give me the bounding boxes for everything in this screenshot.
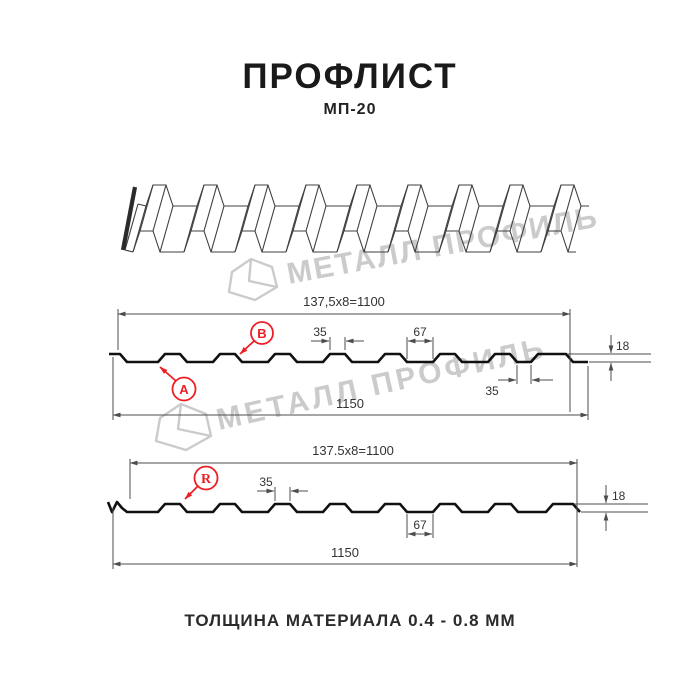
material-thickness-note: ТОЛЩИНА МАТЕРИАЛА 0.4 - 0.8 ММ [184, 611, 516, 630]
section-a-view: 137,5x8=1100 35 67 [109, 294, 651, 420]
valley-label: 67 [413, 325, 427, 339]
profile-3d-view [120, 184, 589, 253]
marker-b: B [239, 321, 274, 355]
marker-a-label: A [179, 382, 189, 397]
dim-total-width-a: 1150 [112, 357, 589, 420]
brand-logo-outline [154, 402, 213, 452]
page-title: ПРОФЛИСТ [242, 57, 458, 96]
height-label: 18 [616, 339, 630, 353]
marker-r: R [184, 465, 219, 500]
pitch-label: 137.5x8=1100 [312, 443, 394, 458]
sheet-cut-edge [120, 186, 138, 251]
dim-pitch-r: 137.5x8=1100 [129, 443, 578, 567]
marker-a: A [159, 366, 197, 402]
dim-height-r: 18 [574, 485, 648, 531]
total-width-label: 1150 [336, 396, 364, 411]
dim-rib-top-r: 35 [257, 475, 308, 501]
total-width-label: 1150 [331, 545, 359, 560]
dim-total-width-r: 1150 [112, 508, 578, 569]
brand-logo-outline [227, 257, 279, 302]
watermark-text: МЕТАЛЛ ПРОФИЛЬ [284, 201, 601, 291]
dim-valley-r: 67 [406, 514, 434, 538]
height-label: 18 [612, 489, 626, 503]
dim-rib-top-a: 35 [311, 325, 364, 350]
section-a-profile-line [109, 352, 588, 364]
dim-pitch-a: 137,5x8=1100 [117, 294, 571, 412]
profile-model-label: МП-20 [323, 101, 377, 118]
dim-height-a: 18 [567, 335, 651, 381]
section-r-profile-line [106, 500, 581, 514]
marker-b-label: B [257, 326, 266, 341]
watermark-text: МЕТАЛЛ ПРОФИЛЬ [213, 332, 549, 437]
rib-top-label: 35 [313, 325, 327, 339]
rib-top-label: 35 [259, 475, 273, 489]
lap-groove-label: 35 [485, 384, 499, 398]
valley-label: 67 [413, 518, 427, 532]
dim-valley-a: 67 [406, 325, 434, 359]
dim-lap-groove-a: 35 [485, 365, 553, 398]
pitch-label: 137,5x8=1100 [303, 294, 385, 309]
marker-r-label: R [201, 472, 212, 487]
section-r-view: 137.5x8=1100 35 67 [106, 443, 648, 569]
